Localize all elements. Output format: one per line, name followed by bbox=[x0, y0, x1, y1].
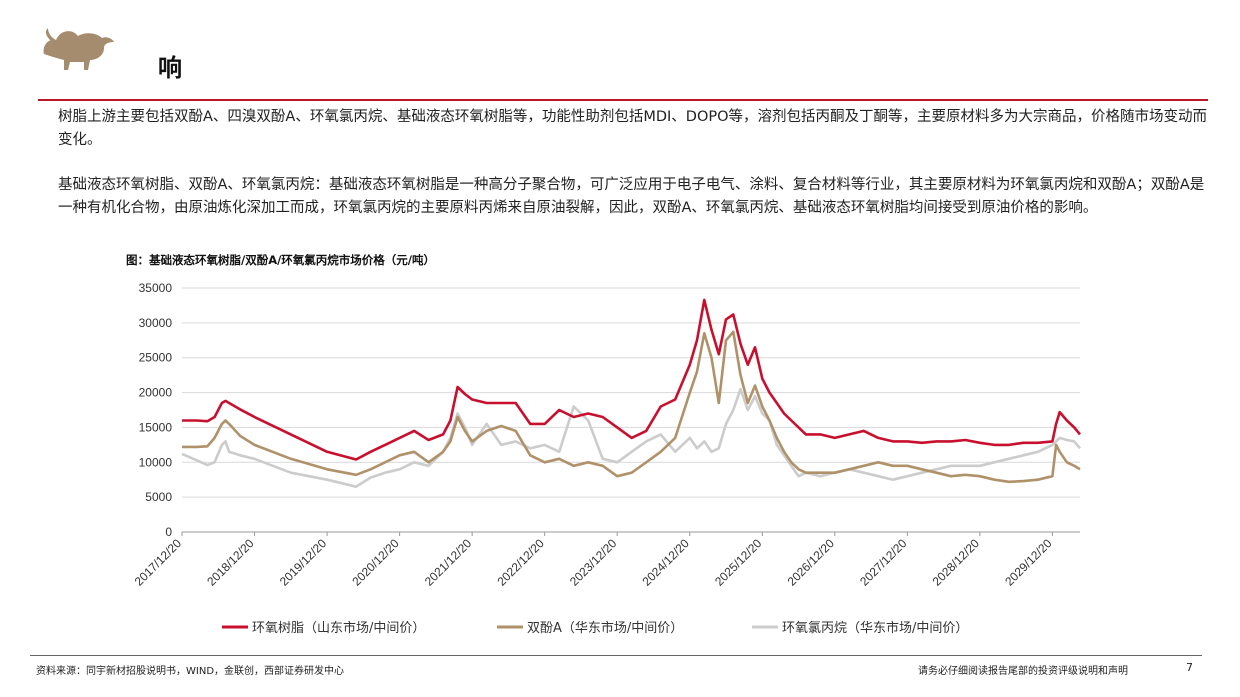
x-tick-label: 2028/12/20 bbox=[930, 536, 983, 589]
footer-divider bbox=[30, 655, 1202, 656]
chart-series bbox=[181, 298, 1082, 488]
series-line-0 bbox=[182, 298, 1082, 461]
series-line-2 bbox=[181, 387, 1081, 488]
series-line-1 bbox=[182, 330, 1081, 484]
paragraph-raw-materials: 基础液态环氧树脂、双酚A、环氧氯丙烷：基础液态环氧树脂是一种高分子聚合物，可广泛… bbox=[58, 177, 1205, 216]
y-tick-label: 5000 bbox=[145, 490, 172, 504]
y-tick-label: 0 bbox=[165, 525, 172, 539]
x-tick-label: 2017/12/20 bbox=[132, 536, 185, 589]
x-tick-label: 2020/12/20 bbox=[349, 536, 402, 589]
y-tick-label: 15000 bbox=[139, 420, 173, 434]
x-tick-label: 2022/12/20 bbox=[494, 536, 547, 589]
price-line-chart: 0 5000 10000 15000 20000 25000 30000 35000 2017… bbox=[132, 281, 1082, 636]
page-title: 响 bbox=[158, 54, 182, 82]
y-tick-label: 35000 bbox=[139, 281, 173, 295]
x-tick-label: 2023/12/20 bbox=[567, 536, 620, 589]
legend-label: 环氧树脂（山东市场/中间价） bbox=[252, 620, 425, 636]
legend-label: 双酚A（华东市场/中间价） bbox=[527, 620, 683, 636]
x-tick-label: 2018/12/20 bbox=[204, 536, 257, 589]
y-tick-label: 25000 bbox=[139, 351, 173, 365]
chart-title: 图：基础液态环氧树脂/双酚A/环氧氯丙烷市场价格（元/吨） bbox=[126, 253, 435, 267]
chart-grid bbox=[182, 287, 1080, 533]
x-tick-label: 2025/12/20 bbox=[712, 536, 765, 589]
bull-logo-icon bbox=[43, 28, 115, 70]
x-tick-label: 2021/12/20 bbox=[422, 536, 475, 589]
page-number: 7 bbox=[1186, 661, 1193, 674]
disclaimer-note: 请务必仔细阅读报告尾部的投资评级说明和声明 bbox=[918, 666, 1128, 677]
x-tick-label: 2019/12/20 bbox=[277, 536, 330, 589]
x-tick-label: 2026/12/20 bbox=[785, 536, 838, 589]
y-axis-ticks: 0 5000 10000 15000 20000 25000 30000 35000 bbox=[139, 281, 173, 539]
paragraph-upstream: 树脂上游主要包括双酚A、四溴双酚A、环氧氯丙烷、基础液态环氧树脂等，功能性助剂包… bbox=[58, 109, 1208, 148]
x-tick-label: 2029/12/20 bbox=[1002, 536, 1055, 589]
legend-label: 环氧氯丙烷（华东市场/中间价） bbox=[782, 620, 968, 636]
chart-legend: 环氧树脂（山东市场/中间价） 双酚A（华东市场/中间价） 环氧氯丙烷（华东市场/中间… bbox=[222, 620, 968, 636]
source-note: 资料来源：同宇新材招股说明书，WIND，金联创，西部证券研发中心 bbox=[36, 666, 345, 677]
x-axis-ticks: 2017/12/20 2018/12/20 2019/12/20 2020/12/20… bbox=[132, 532, 1055, 589]
y-tick-label: 20000 bbox=[139, 386, 173, 400]
y-tick-label: 10000 bbox=[139, 455, 173, 469]
x-tick-label: 2024/12/20 bbox=[640, 536, 693, 589]
x-tick-label: 2027/12/20 bbox=[857, 536, 910, 589]
header-divider bbox=[38, 99, 1208, 101]
y-tick-label: 30000 bbox=[139, 316, 173, 330]
